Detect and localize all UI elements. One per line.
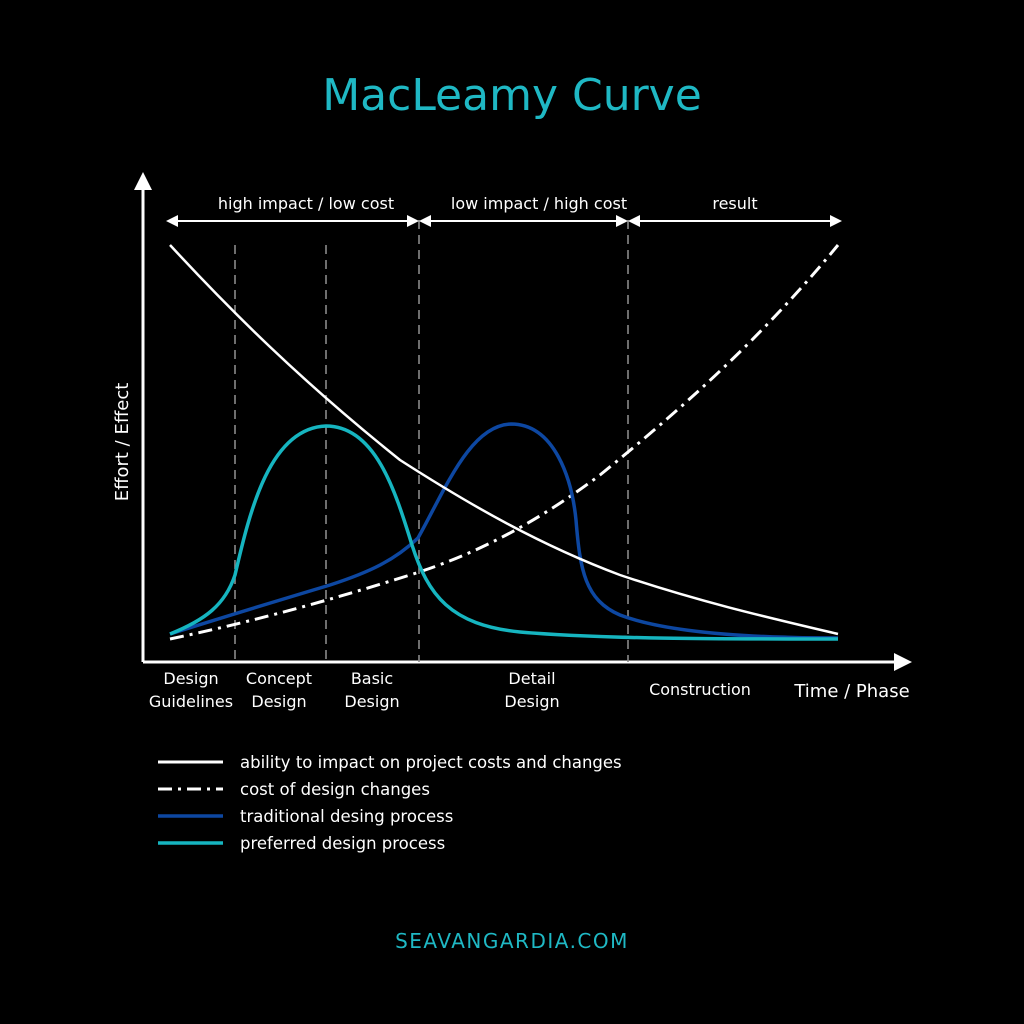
curves <box>169 244 840 641</box>
axes <box>134 172 912 671</box>
legend: ability to impact on project costs and c… <box>158 753 622 853</box>
legend-label: preferred design process <box>240 834 445 853</box>
span-label-result: result <box>712 194 757 213</box>
x-axis-label: Time / Phase <box>793 681 909 702</box>
phase-label-line2: Design <box>344 692 399 711</box>
brand-text[interactable]: SEAVANGARDIA.COM <box>395 929 629 953</box>
phase-label-construction: Construction <box>649 680 751 699</box>
arrowhead-right <box>407 215 419 227</box>
span-label-low-impact: low impact / high cost <box>451 194 627 213</box>
phase-label-line2: Guidelines <box>149 692 233 711</box>
legend-label: ability to impact on project costs and c… <box>240 753 622 772</box>
y-axis-label: Effort / Effect <box>112 383 133 502</box>
curve-traditional-process <box>169 422 839 640</box>
x-axis-arrowhead <box>894 653 912 671</box>
arrowhead-left <box>419 215 431 227</box>
y-axis-arrowhead <box>134 172 152 190</box>
phase-labels: Design Guidelines Concept Design Basic D… <box>149 669 751 711</box>
phase-label-line1: Design <box>163 669 218 688</box>
phase-label-line1: Concept <box>246 669 312 688</box>
arrowhead-left <box>628 215 640 227</box>
curve-ability-to-impact <box>169 244 839 636</box>
span-arrows <box>166 215 842 227</box>
legend-label: cost of design changes <box>240 780 430 799</box>
phase-dividers <box>234 220 629 662</box>
arrowhead-left <box>166 215 178 227</box>
phase-label-line2: Design <box>504 692 559 711</box>
diagram-title: MacLeamy Curve <box>322 70 702 121</box>
curve-preferred-process <box>169 424 839 641</box>
legend-label: traditional desing process <box>240 807 453 826</box>
phase-label-line1: Basic <box>351 669 393 688</box>
phase-label-line1: Detail <box>508 669 555 688</box>
arrowhead-right <box>830 215 842 227</box>
curve-cost-of-design-changes <box>169 244 840 641</box>
arrowhead-right <box>616 215 628 227</box>
span-label-high-impact: high impact / low cost <box>218 194 394 213</box>
phase-label-line2: Design <box>251 692 306 711</box>
